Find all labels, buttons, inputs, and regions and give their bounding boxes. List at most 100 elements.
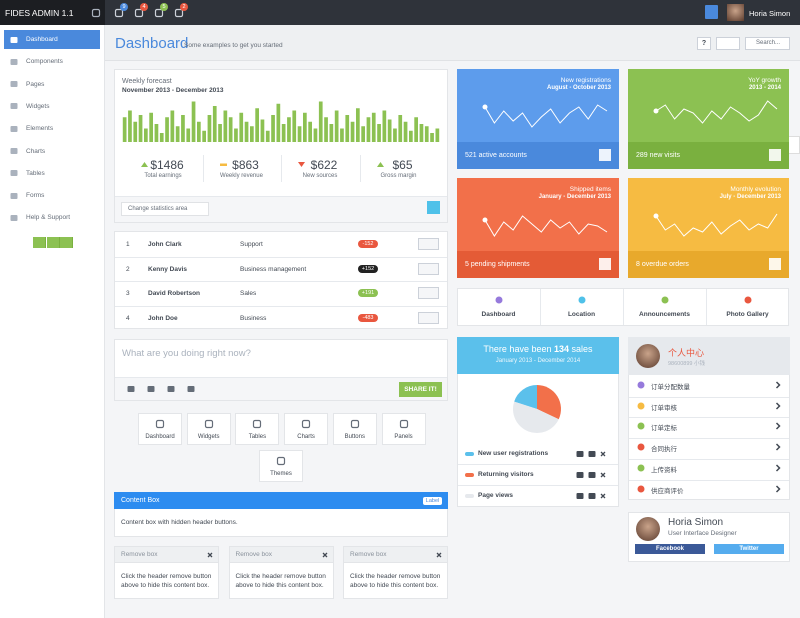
notification-badge[interactable]: 4	[140, 3, 148, 11]
apps-button[interactable]	[705, 5, 718, 19]
shortcut-button[interactable]	[259, 450, 303, 482]
forecast-bar	[366, 117, 371, 142]
shortcut-label[interactable]: Tables	[248, 434, 267, 440]
tile-button[interactable]	[769, 149, 781, 161]
icon-shape	[204, 419, 213, 429]
tile-button[interactable]	[769, 258, 781, 270]
forecast-bar	[430, 133, 434, 142]
row-action-button[interactable]	[418, 311, 439, 324]
shortcut-label[interactable]: Buttons	[344, 434, 365, 440]
forecast-bar	[393, 128, 397, 142]
row-badge: -483	[358, 313, 378, 322]
icon-shape	[588, 493, 596, 499]
forecast-bar	[419, 124, 424, 142]
settings-button[interactable]	[716, 37, 740, 50]
shortcut-button[interactable]	[138, 413, 182, 445]
icon-shape	[134, 8, 144, 18]
sidebar-label[interactable]: Help & Support	[26, 214, 71, 222]
row-action-button[interactable]	[418, 287, 439, 299]
sidebar-action-button[interactable]	[60, 237, 73, 248]
tile-period: July - December 2013	[719, 194, 781, 200]
search-input[interactable]: Search...	[745, 37, 790, 50]
icon-shape	[637, 402, 645, 410]
add-button[interactable]	[427, 201, 440, 214]
remove-box-header	[228, 546, 334, 563]
user-name[interactable]: Horia Simon	[749, 9, 791, 18]
sidebar-label[interactable]: Forms	[26, 192, 45, 200]
pie-slice	[537, 385, 561, 420]
nav-label[interactable]: Dashboard	[481, 311, 516, 318]
shortcut-button[interactable]	[381, 413, 426, 445]
stats-select[interactable]: Change statistics area	[121, 202, 209, 216]
notification-badge[interactable]: 9	[120, 3, 128, 11]
tile-button[interactable]	[599, 258, 611, 270]
sidebar-label[interactable]: Components	[26, 58, 63, 66]
shortcut-label[interactable]: Dashboard	[145, 434, 175, 440]
shortcut-label[interactable]: Themes	[270, 471, 292, 477]
social-button[interactable]: Twitter	[714, 544, 784, 554]
sidebar-item[interactable]	[4, 30, 100, 49]
tile-footer	[628, 142, 789, 169]
menu-label[interactable]: 合同执行	[651, 446, 677, 454]
shortcut-button[interactable]	[186, 413, 231, 445]
tile-chart	[482, 215, 608, 237]
social-button[interactable]: Facebook	[635, 544, 705, 554]
icon-shape	[10, 103, 18, 110]
icon-shape	[154, 8, 164, 18]
icon-shape	[661, 296, 669, 304]
menu-label[interactable]: 供应商评价	[651, 487, 684, 495]
nav-label[interactable]: Announcements	[639, 311, 690, 318]
icon	[588, 472, 596, 478]
row-department: Support	[240, 241, 263, 248]
user-avatar[interactable]	[727, 4, 744, 21]
sidebar-label[interactable]: Elements	[26, 125, 54, 133]
tile-footer-text: 521 active accounts	[465, 152, 527, 159]
shortcut-button[interactable]	[235, 413, 280, 445]
close-icon	[436, 552, 442, 558]
sidebar-action-button[interactable]	[46, 237, 60, 248]
notification-badge[interactable]: 2	[180, 3, 188, 11]
icon	[91, 8, 101, 18]
sidebar-label[interactable]: Dashboard	[26, 36, 58, 43]
row-action-button[interactable]	[418, 238, 439, 250]
sidebar-label[interactable]: Pages	[26, 80, 45, 88]
icon-shape	[637, 443, 645, 451]
chevron	[775, 381, 781, 389]
shortcut-label[interactable]: Panels	[394, 434, 413, 440]
notification-badge[interactable]: 5	[160, 3, 168, 11]
sidebar-label[interactable]: Tables	[26, 169, 45, 177]
menu-label[interactable]: 订单审核	[651, 404, 677, 412]
icon	[495, 296, 503, 304]
trend-down	[298, 162, 305, 167]
row-name: John Doe	[148, 314, 178, 322]
share-button[interactable]: SHARE IT!	[399, 382, 442, 397]
nav-label[interactable]: Location	[567, 311, 596, 318]
icon-shape	[147, 386, 155, 392]
shortcut-label[interactable]: Charts	[297, 434, 315, 440]
row-action-button[interactable]	[418, 262, 439, 275]
chevron-line	[775, 381, 781, 389]
sales-count: 134	[554, 344, 570, 354]
icon-shape	[127, 386, 135, 392]
row-badge: -152	[358, 240, 378, 248]
sidebar-label[interactable]: Widgets	[26, 102, 50, 110]
icon-shape	[276, 456, 286, 466]
sidebar-action-button[interactable]	[33, 237, 46, 248]
tile-point	[653, 213, 659, 219]
stat-divider	[281, 155, 282, 182]
nav-label[interactable]: Photo Gallery	[726, 311, 769, 318]
help-button[interactable]: ?	[697, 37, 711, 50]
remove-box-text: Click the header remove button above to …	[350, 573, 441, 589]
sidebar-label[interactable]: Charts	[26, 147, 46, 155]
shortcut-button[interactable]	[284, 413, 329, 445]
menu-label[interactable]: 订单分配数量	[651, 384, 690, 391]
status-input[interactable]: What are you doing right now?	[122, 348, 251, 359]
shortcut-label[interactable]: Widgets	[197, 434, 220, 440]
icon-shape	[187, 386, 195, 392]
icon-shape	[495, 296, 503, 304]
forecast-bar	[313, 128, 318, 142]
shortcut-button[interactable]	[332, 413, 377, 445]
tile-button[interactable]	[599, 149, 611, 161]
menu-label[interactable]: 订单定标	[651, 425, 677, 433]
menu-label[interactable]: 上传资料	[651, 466, 677, 474]
